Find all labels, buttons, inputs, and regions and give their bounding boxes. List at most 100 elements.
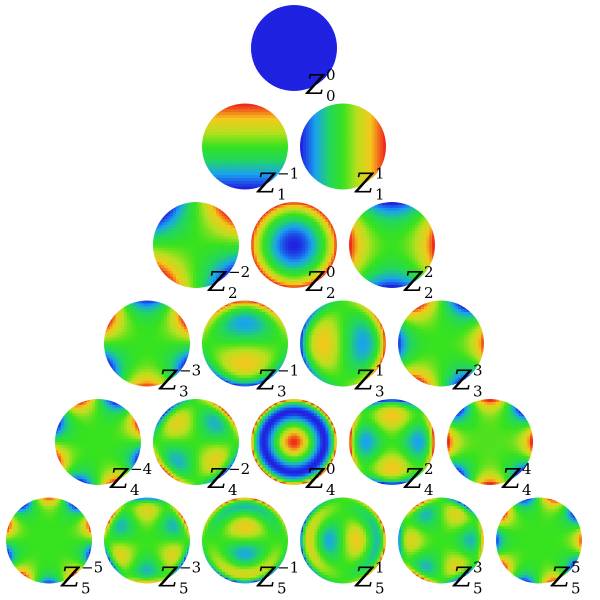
disk-pixel	[285, 230, 289, 235]
disk-pixel	[158, 242, 163, 246]
disk-pixel	[253, 267, 258, 272]
disk-pixel	[155, 259, 160, 263]
disk-pixel	[374, 239, 379, 243]
disk-pixel	[227, 239, 231, 243]
disk-pixel	[271, 79, 275, 83]
disk-pixel	[311, 106, 315, 110]
disk-pixel	[285, 120, 288, 125]
disk-pixel	[250, 112, 255, 116]
disk-pixel	[420, 219, 425, 223]
disk-pixel	[291, 233, 295, 237]
disk-pixel	[213, 270, 217, 275]
disk-pixel	[403, 207, 407, 212]
disk-pixel	[320, 126, 324, 130]
disk-pixel	[259, 166, 263, 171]
disk-pixel	[414, 233, 419, 237]
disk-pixel	[181, 245, 186, 249]
disk-pixel	[296, 7, 301, 12]
disk-pixel	[236, 103, 240, 107]
disk-pixel	[334, 143, 338, 148]
disk-pixel	[259, 169, 263, 173]
disk-pixel	[371, 227, 376, 232]
disk-pixel	[334, 22, 337, 26]
disk-pixel	[288, 25, 292, 29]
disk-pixel	[377, 166, 381, 171]
disk-pixel	[305, 82, 309, 86]
disk-pixel	[245, 146, 249, 150]
disk-pixel	[187, 270, 191, 275]
disk-pixel	[331, 157, 335, 162]
disk-pixel	[204, 207, 209, 212]
disk-pixel	[296, 207, 301, 212]
disk-pixel	[331, 242, 335, 246]
disk-pixel	[262, 10, 266, 15]
disk-pixel	[380, 239, 384, 243]
disk-pixel	[331, 112, 335, 116]
disk-pixel	[253, 282, 258, 286]
disk-pixel	[184, 236, 188, 240]
disk-pixel	[250, 157, 255, 162]
disk-pixel	[319, 39, 324, 43]
disk-pixel	[285, 106, 288, 110]
disk-pixel	[380, 106, 384, 110]
disk-pixel	[366, 245, 370, 249]
disk-pixel	[259, 48, 264, 52]
disk-pixel	[221, 216, 226, 220]
disk-pixel	[314, 140, 318, 145]
disk-pixel	[360, 129, 364, 133]
disk-pixel	[305, 50, 309, 55]
disk-pixel	[377, 117, 381, 122]
disk-pixel	[213, 137, 217, 142]
disk-pixel	[365, 140, 370, 145]
disk-pixel	[377, 137, 381, 142]
disk-pixel	[328, 106, 333, 110]
disk-pixel	[282, 233, 286, 237]
disk-pixel	[308, 163, 313, 168]
disk-pixel	[305, 143, 310, 148]
disk-pixel	[201, 276, 206, 280]
disk-pixel	[296, 27, 301, 32]
disk-pixel	[175, 230, 180, 235]
disk-pixel	[288, 282, 292, 286]
disk-pixel	[299, 279, 304, 283]
disk-pixel	[377, 213, 382, 217]
disk-pixel	[268, 10, 272, 15]
disk-pixel	[285, 146, 288, 150]
disk-pixel	[216, 224, 220, 229]
disk-pixel	[351, 213, 356, 217]
disk-pixel	[305, 233, 309, 237]
disk-pixel	[227, 126, 232, 130]
disk-pixel	[273, 207, 278, 212]
disk-pixel	[314, 103, 318, 107]
disk-pixel	[334, 210, 337, 215]
disk-pixel	[383, 233, 387, 237]
disk-pixel	[351, 152, 356, 156]
disk-pixel	[230, 140, 235, 145]
disk-pixel	[155, 285, 160, 288]
disk-pixel	[273, 267, 278, 272]
disk-pixel	[285, 45, 289, 49]
disk-pixel	[380, 149, 384, 153]
disk-pixel	[201, 256, 206, 260]
disk-pixel	[196, 245, 200, 249]
disk-pixel	[268, 204, 272, 209]
disk-pixel	[412, 239, 416, 243]
disk-pixel	[328, 39, 332, 43]
disk-pixel	[268, 62, 272, 66]
disk-pixel	[317, 112, 321, 116]
disk-pixel	[316, 39, 321, 43]
disk-pixel	[227, 114, 232, 119]
disk-pixel	[161, 242, 166, 246]
disk-pixel	[337, 146, 341, 150]
disk-pixel	[259, 253, 264, 258]
disk-pixel	[377, 146, 381, 150]
disk-pixel	[227, 183, 232, 188]
disk-pixel	[308, 256, 312, 260]
disk-pixel	[380, 146, 384, 150]
disk-pixel	[300, 178, 304, 182]
disk-pixel	[210, 227, 214, 232]
disk-pixel	[334, 186, 338, 190]
disk-pixel	[365, 157, 370, 162]
disk-pixel	[357, 245, 362, 249]
disk-pixel	[181, 230, 186, 235]
